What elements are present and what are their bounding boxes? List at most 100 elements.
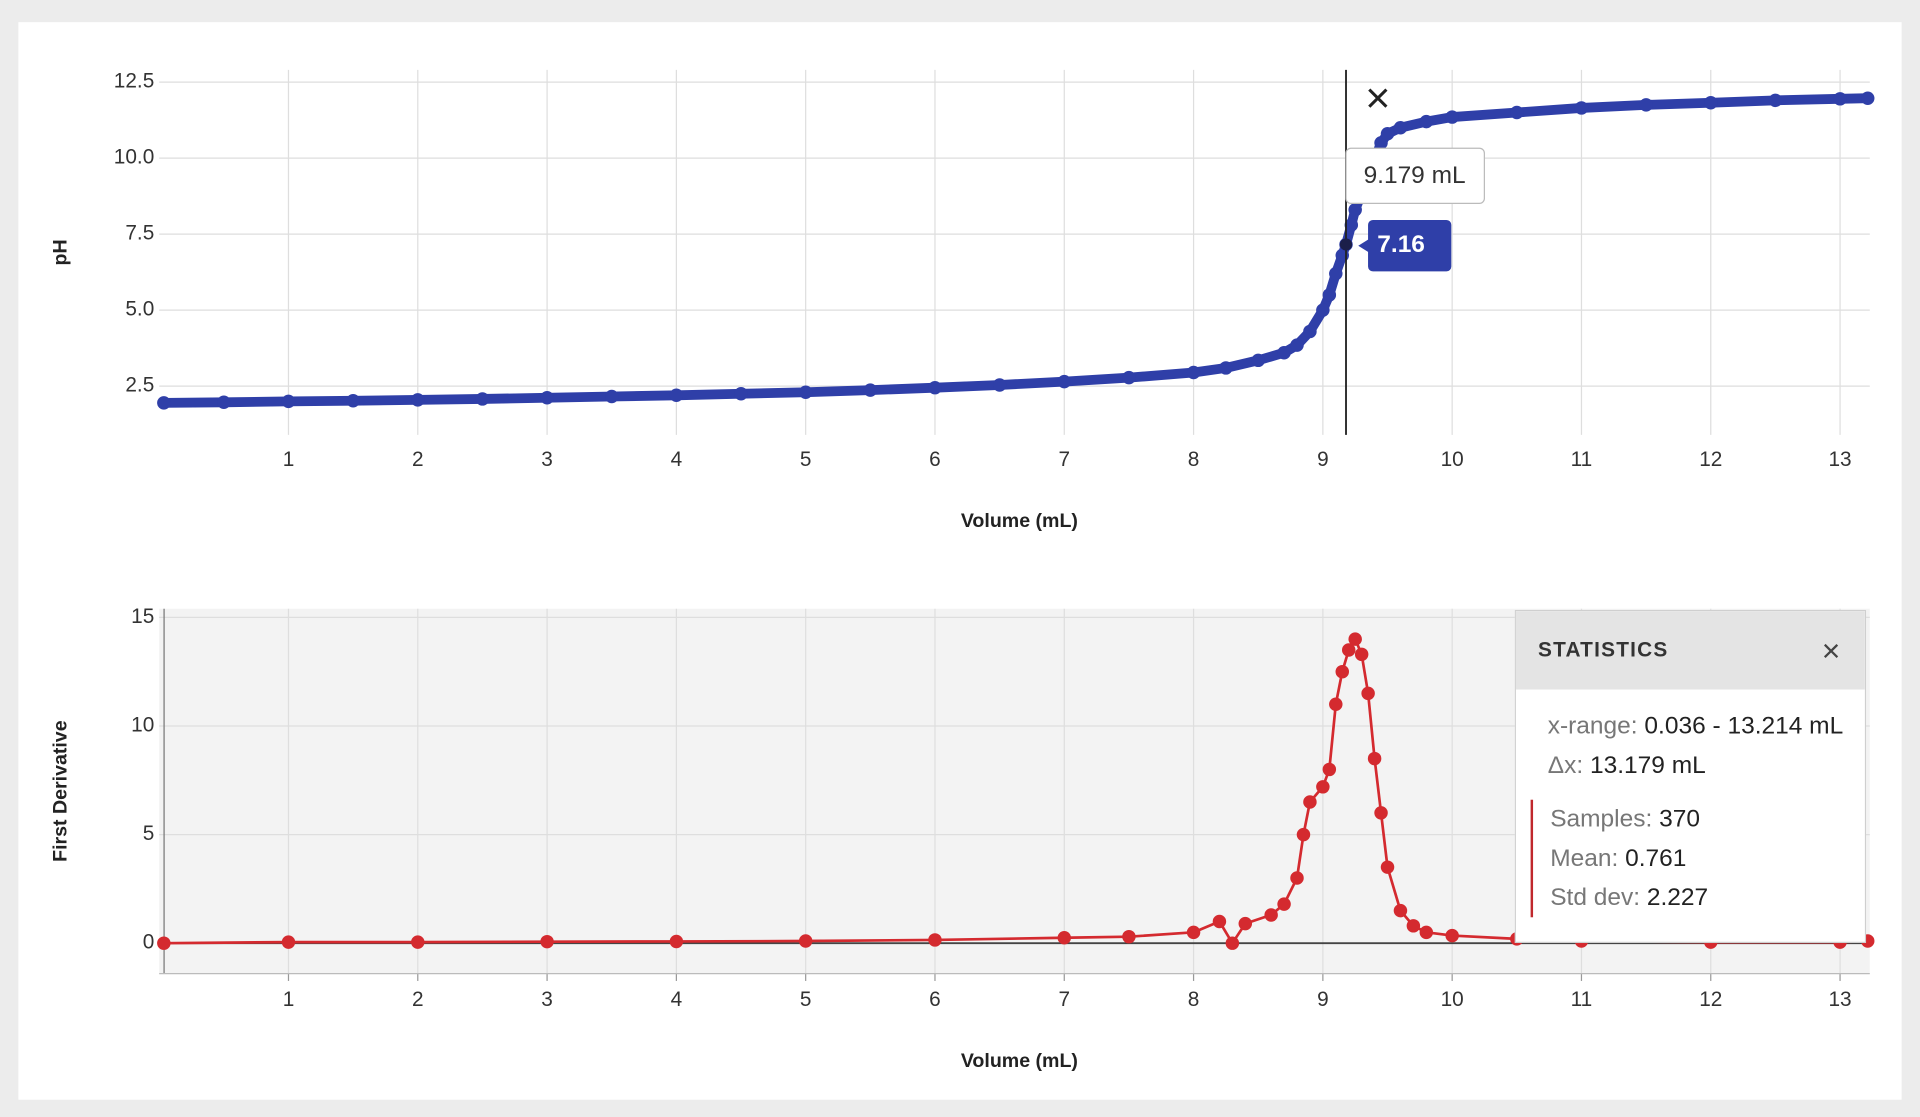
x-tick-label: 3: [541, 448, 553, 471]
close-button[interactable]: ×: [1821, 631, 1841, 669]
data-point: [1277, 897, 1291, 911]
stats-label: x-range:: [1547, 712, 1638, 740]
y-tick-label: 5.0: [125, 298, 154, 321]
value-label-box: [1358, 219, 1452, 272]
data-point: [1329, 266, 1343, 281]
data-point: [1419, 925, 1434, 940]
stats-value: 0.036 - 13.214 mL: [1644, 712, 1844, 740]
x-tick-label: 1: [283, 988, 295, 1011]
data-point: [157, 936, 171, 950]
data-point: [1322, 762, 1337, 777]
x-tick-label: 2: [412, 988, 424, 1011]
data-point: [1380, 127, 1395, 141]
stats-panel: STATISTICS × x-range: 0.036 - 13.214 mL …: [1514, 609, 1867, 943]
x-tick-label: 6: [929, 448, 941, 471]
data-point: [798, 934, 813, 948]
stats-row: Std dev: 2.227: [1550, 878, 1848, 917]
stats-value: 2.227: [1646, 884, 1709, 912]
data-point: [734, 387, 748, 401]
data-point: [1122, 370, 1136, 385]
y-tick-label: 2.5: [125, 374, 154, 397]
data-point: [1277, 345, 1291, 360]
stats-value: 13.179 mL: [1589, 751, 1706, 779]
value-label: 7.16: [1377, 231, 1425, 258]
data-point: [1348, 632, 1362, 646]
data-point: [1316, 780, 1330, 794]
stats-value: 0.761: [1625, 845, 1687, 872]
data-point: [1212, 914, 1227, 929]
data-point: [928, 380, 942, 395]
x-tick-label: 10: [1441, 988, 1464, 1011]
stats-label: Std dev:: [1550, 884, 1641, 912]
stats-value: 370: [1659, 805, 1700, 833]
data-point: [1303, 795, 1317, 809]
data-point: [1374, 806, 1388, 820]
data-point: [1380, 860, 1395, 874]
x-tick-label: 13: [1828, 448, 1851, 471]
x-tick-label: 9: [1317, 448, 1329, 471]
x-tick-label: 6: [929, 988, 941, 1011]
data-point: [1419, 114, 1434, 129]
y-tick-label: 10.0: [114, 146, 154, 169]
data-point: [1393, 903, 1408, 918]
data-point: [1219, 361, 1233, 375]
x-tick-label: 7: [1058, 988, 1070, 1011]
data-point: [1367, 751, 1382, 766]
x-tick-label: 11: [1571, 448, 1593, 471]
data-point: [281, 394, 296, 409]
data-point: [411, 935, 425, 949]
data-point: [1186, 365, 1201, 380]
data-point: [1290, 871, 1304, 885]
x-axis-title: Volume (mL): [961, 510, 1078, 532]
x-tick-label: 11: [1571, 988, 1593, 1011]
data-point: [281, 935, 296, 949]
data-point: [863, 383, 878, 397]
data-point: [1354, 647, 1369, 662]
x-tick-label: 13: [1828, 988, 1851, 1011]
close-icon[interactable]: [1368, 88, 1388, 108]
stats-row: x-range: 0.036 - 13.214 mL: [1548, 707, 1848, 746]
y-tick-label: 7.5: [125, 222, 154, 245]
x-tick-label: 5: [800, 988, 812, 1011]
data-point: [217, 395, 231, 410]
data-point: [1057, 374, 1072, 389]
y-axis-title: pH: [49, 239, 71, 265]
x-label: 9.179 mL: [1364, 162, 1466, 189]
data-point: [1348, 203, 1362, 217]
data-point: [1860, 91, 1875, 105]
x-tick-label: 4: [671, 988, 683, 1011]
data-point: [1238, 916, 1253, 931]
data-point: [1341, 643, 1356, 657]
stats-title: STATISTICS: [1537, 638, 1669, 662]
x-label-box: [1345, 147, 1485, 205]
data-point: [1406, 919, 1421, 933]
data-point: [1704, 96, 1718, 110]
data-point: [1264, 908, 1278, 922]
data-point: [798, 385, 813, 399]
stats-label: Mean:: [1550, 845, 1619, 872]
x-tick-label: 1: [283, 448, 295, 471]
y-tick-label: 0: [143, 931, 155, 954]
data-point: [475, 392, 490, 406]
data-point: [540, 390, 554, 405]
x-tick-label: 12: [1699, 988, 1722, 1011]
x-tick-label: 8: [1188, 448, 1200, 471]
data-point: [1768, 93, 1783, 108]
data-point: [669, 934, 684, 949]
data-point: [346, 394, 360, 408]
y-axis-title: First Derivative: [49, 720, 71, 862]
stats-row: Δx: 13.179 mL: [1548, 746, 1848, 785]
y-tick-label: 10: [131, 713, 154, 736]
x-tick-label: 5: [800, 448, 812, 471]
data-point: [1290, 338, 1304, 352]
data-point: [540, 934, 554, 949]
data-point: [1445, 928, 1459, 943]
stats-box: STATISTICS × x-range: 0.036 - 13.214 mL …: [1514, 609, 1867, 943]
data-point: [1639, 98, 1653, 112]
data-point: [1186, 925, 1201, 940]
data-point: [1329, 697, 1343, 712]
data-point: [1445, 110, 1459, 124]
crosshair-point: [1339, 238, 1353, 251]
stats-header: STATISTICS ×: [1515, 611, 1865, 690]
